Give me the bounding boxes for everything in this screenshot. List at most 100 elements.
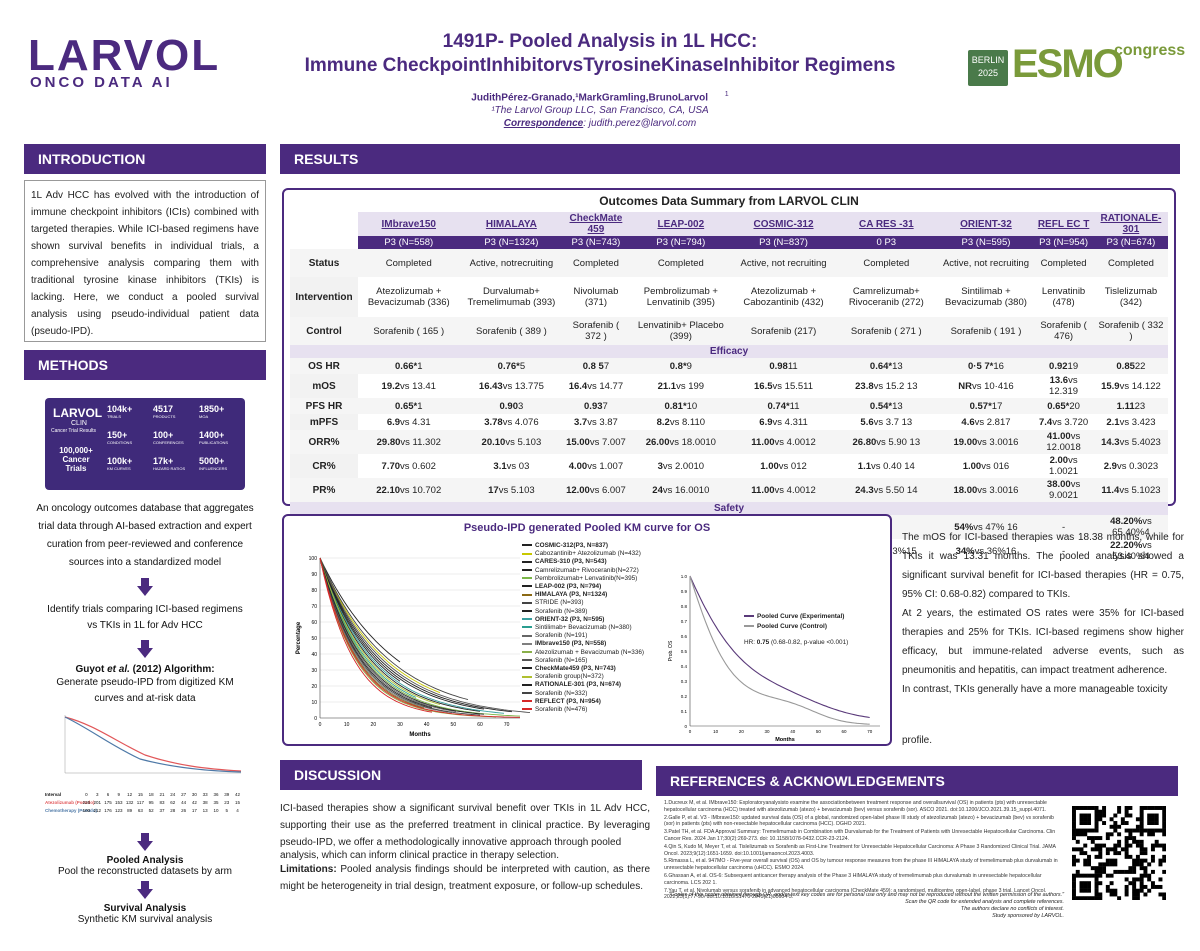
trial-name[interactable]: CA RES -31 — [833, 212, 939, 236]
qr-module — [1087, 854, 1091, 859]
qr-module — [1135, 862, 1140, 867]
km-ytick: 10 — [311, 700, 317, 706]
table-cell: Sorafenib ( 476) — [1033, 317, 1094, 345]
qr-module — [1072, 877, 1076, 882]
qr-module — [1083, 862, 1088, 867]
mini-risk-cell: 18 — [148, 792, 154, 797]
qr-module — [1147, 828, 1152, 833]
mini-risk-cell: 6 — [106, 792, 110, 797]
card-stat-label: CONFERENCES — [153, 440, 184, 445]
cell-value: 6.9 — [386, 416, 401, 428]
trial-name[interactable]: HIMALAYA — [459, 212, 564, 236]
table-cell: 3.1vs 03 — [460, 454, 564, 478]
mini-risk-cell: 36 — [213, 792, 219, 797]
km-legend-label: Sorafenib (N=165) — [535, 656, 588, 664]
qr-module — [1150, 828, 1155, 833]
qr-module — [1143, 869, 1148, 874]
table-cell: Sorafenib ( 191 ) — [938, 317, 1034, 345]
hr-label: HR: — [744, 639, 757, 646]
km-ytick: 70 — [311, 604, 317, 610]
summary-2: At 2 years, the estimated OS rates were … — [902, 608, 1184, 676]
cell-value: 22.20% — [1110, 540, 1143, 551]
mini-risk-label: Atezolizumab (Pseudo) — [45, 800, 95, 805]
cell-value: 15.00 — [566, 436, 590, 448]
mini-risk-table: Interval 0 3 6 9 12 15 18 21 24 27 30 33 36 39 42 Atezol… — [45, 791, 245, 815]
cell-compare: 17 — [991, 400, 1003, 412]
cell-compare: vs 012 — [778, 460, 807, 472]
qr-module — [1079, 884, 1084, 889]
cell-value: 20.10 — [481, 436, 506, 448]
card-stat: 17k+ HAZARD RATIOS — [153, 456, 197, 471]
km-curve — [319, 557, 433, 709]
card-stat-label: TRIALS — [107, 414, 122, 419]
congress-word: congress — [1114, 42, 1186, 59]
table-cell: 14.3vs 5.4023 — [1093, 430, 1168, 454]
mini-risk-cell: 83 — [159, 800, 165, 805]
qr-module — [1087, 813, 1091, 818]
qr-module — [1132, 828, 1137, 833]
qr-module — [1094, 843, 1099, 848]
qr-module — [1079, 813, 1084, 818]
trial-name[interactable]: REFL EC T — [1033, 212, 1094, 236]
qr-module — [1124, 869, 1129, 874]
card-stat: 1400+ PUBLICATIONS — [199, 430, 243, 445]
qr-module — [1113, 847, 1118, 852]
table-cell: Completed — [628, 249, 734, 277]
km-legend-label: Atezolizumab + Bevacizumab (N=336) — [535, 648, 645, 656]
table-cell: 0.76*5 — [459, 358, 564, 374]
qr-module — [1150, 869, 1155, 874]
qr-module — [1090, 873, 1095, 878]
table-row: PFS HR 0.65*1 0.903 0.937 0.81*10 0.74*11 0.54… — [290, 398, 1168, 414]
qr-module — [1075, 896, 1080, 900]
table-row: Status Completed Active, notrecruiting Comp… — [290, 249, 1168, 277]
trial-name[interactable]: ORIENT-32 — [938, 212, 1034, 236]
qr-module — [1094, 847, 1099, 852]
qr-module — [1105, 847, 1110, 852]
mini-risk-cell: 4 — [236, 808, 239, 813]
trial-name[interactable]: IMbrave150 — [358, 212, 460, 236]
km-legend-label: Sorafenib (N=476) — [535, 706, 588, 714]
table-cell: 1.00vs 016 — [939, 454, 1034, 478]
mini-risk-cell: 212 — [93, 808, 101, 813]
table-cell: 0.65*1 — [358, 398, 460, 414]
qr-module — [1132, 892, 1137, 897]
cell-compare: vs 5.103 — [498, 484, 535, 496]
card-stat: 100k+ KM CURVES — [107, 456, 151, 471]
km-xtick: 30 — [397, 722, 403, 728]
km-curve — [319, 557, 521, 717]
guyot-etal: et al. — [107, 664, 130, 675]
cell-compare: vs 12.319 — [1049, 375, 1079, 397]
qr-module — [1079, 821, 1084, 825]
card-tag: Cancer Trial Results — [51, 428, 97, 434]
cell-compare: vs 3.7 13 — [873, 416, 913, 428]
qr-module — [1162, 892, 1166, 897]
qr-module — [1132, 866, 1137, 871]
results-summary: The mOS for ICI-based therapies was 18.3… — [902, 528, 1184, 750]
correspondence-email[interactable]: : judith.perez@larvol.com — [583, 118, 697, 130]
mini-risk-cell: 132 — [125, 800, 134, 805]
mini-risk-cell: 95 — [148, 800, 154, 805]
qr-module — [1162, 821, 1166, 825]
trial-name[interactable]: RATIONALE-301 — [1093, 212, 1168, 236]
km-legend-swatch — [522, 544, 532, 547]
km-legend-item: Camrelizumab+ Rivoceranib(N=272) — [522, 567, 682, 575]
km-legend-label: COSMIC-312(P3, N=837) — [535, 542, 608, 549]
arrow-3 — [24, 833, 266, 851]
qr-code[interactable] — [1072, 806, 1166, 900]
card-stat-label: PRODUCTS — [153, 414, 176, 419]
table-cell: 26.80vs 5.90 13 — [833, 430, 939, 454]
qr-module — [1147, 873, 1152, 878]
trial-name[interactable]: LEAP-002 — [628, 212, 734, 236]
qr-module — [1083, 858, 1088, 863]
cell-value: NR — [958, 380, 972, 392]
qr-module — [1098, 873, 1103, 878]
table-cell: 0.66*1 — [358, 358, 460, 374]
trial-name[interactable]: CheckMate 459 — [563, 212, 629, 236]
table-cell: Completed — [563, 249, 629, 277]
cell-value: 14.3 — [1101, 436, 1120, 448]
trial-name[interactable]: COSMIC-312 — [733, 212, 834, 236]
qr-module — [1098, 813, 1103, 818]
section-row: Safety — [290, 502, 1168, 515]
qr-module — [1109, 873, 1114, 878]
cell-value: 0.74* — [767, 400, 790, 412]
